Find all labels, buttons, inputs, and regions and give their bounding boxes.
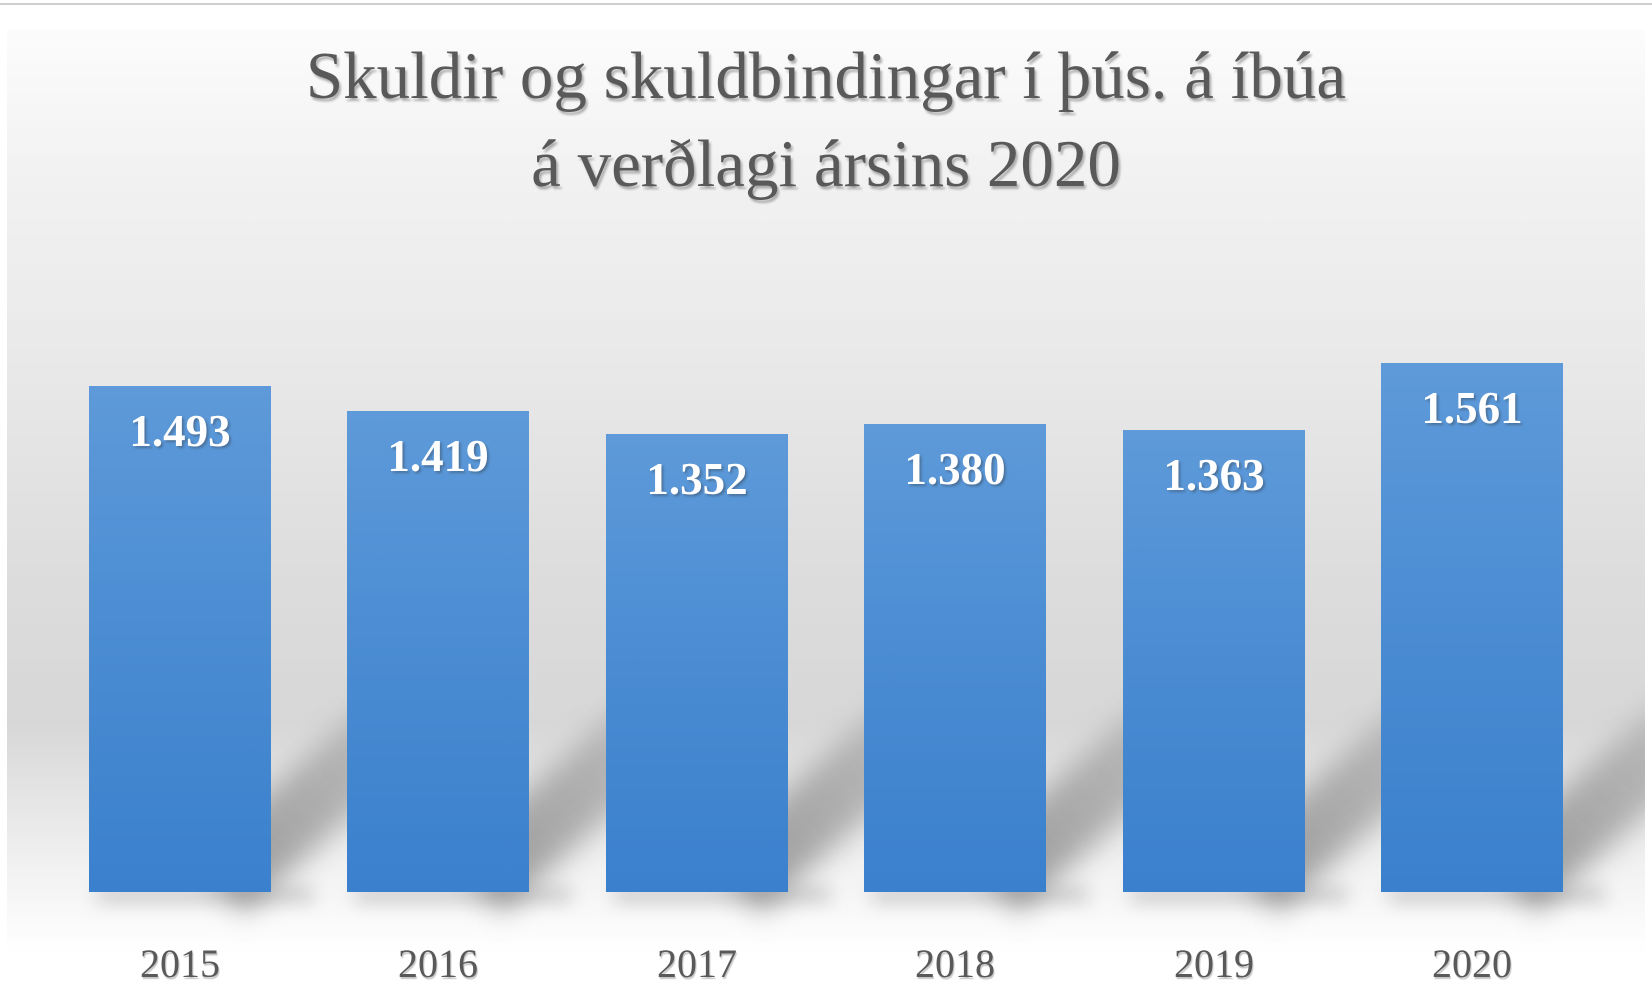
category-label: 2016 — [398, 941, 478, 986]
category-label: 2019 — [1174, 941, 1254, 986]
bar-2016: 1.419 — [347, 411, 529, 892]
category-label: 2015 — [140, 941, 220, 986]
bar-2018: 1.380 — [864, 424, 1046, 892]
bar-2020: 1.561 — [1381, 363, 1563, 892]
bar-value-label: 1.493 — [129, 406, 231, 456]
bar-2017: 1.352 — [606, 434, 788, 892]
bar-2015: 1.493 — [89, 386, 271, 892]
top-border-line — [0, 3, 1652, 5]
chart-slide-background: Skuldir og skuldbindingar í þús. á íbúa … — [7, 30, 1645, 992]
category-label: 2018 — [915, 941, 995, 986]
category-label: 2017 — [657, 941, 737, 986]
chart-title-line1: Skuldir og skuldbindingar í þús. á íbúa — [305, 39, 1347, 113]
bar-value-label: 1.363 — [1163, 450, 1265, 500]
bar-2019: 1.363 — [1123, 430, 1305, 892]
bar-value-label: 1.419 — [387, 431, 489, 481]
bar-value-label: 1.380 — [904, 444, 1006, 494]
bar-value-label: 1.561 — [1421, 383, 1523, 433]
category-label: 2020 — [1432, 941, 1512, 986]
bar-value-label: 1.352 — [646, 454, 748, 504]
chart-title: Skuldir og skuldbindingar í þús. á íbúa … — [7, 32, 1645, 209]
chart-title-line2: á verðlagi ársins 2020 — [531, 127, 1121, 202]
